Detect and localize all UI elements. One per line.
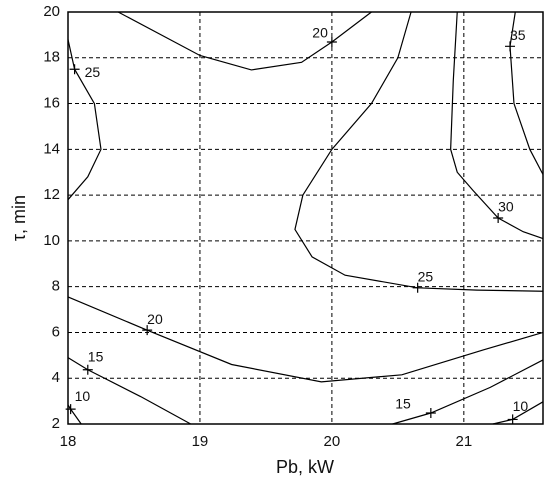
- x-tick-label: 21: [455, 433, 472, 450]
- contour-line: [67, 357, 191, 425]
- y-tick-label: 12: [43, 186, 60, 203]
- y-tick-label: 14: [43, 140, 60, 157]
- contour-level-label: 10: [513, 398, 529, 414]
- label-marker: [69, 64, 80, 75]
- x-axis-label: Pb, kW: [276, 457, 334, 477]
- label-marker: [82, 364, 93, 375]
- y-tick-label: 4: [52, 369, 60, 386]
- contour-line: [67, 296, 544, 383]
- contour-level-label: 30: [498, 199, 514, 215]
- contour-level-label: 15: [395, 396, 411, 412]
- contour-level-label: 25: [85, 64, 101, 80]
- contour-line: [67, 39, 102, 201]
- x-tick-label: 20: [324, 433, 341, 450]
- y-tick-label: 8: [52, 278, 60, 295]
- y-tick-label: 6: [52, 323, 60, 340]
- label-marker: [412, 282, 423, 293]
- y-tick-label: 10: [43, 232, 60, 249]
- contour-line: [509, 11, 544, 175]
- contour-line: [67, 404, 82, 425]
- label-marker: [142, 325, 153, 336]
- label-marker: [425, 408, 436, 419]
- label-marker: [493, 213, 504, 223]
- contour-level-label: 10: [75, 388, 91, 404]
- label-marker: [65, 404, 76, 415]
- y-axis-label: τ, min: [9, 195, 29, 241]
- label-marker: [505, 41, 516, 52]
- contour-line: [294, 11, 544, 292]
- y-tick-label: 20: [43, 3, 60, 20]
- label-marker: [507, 414, 518, 425]
- contour-level-label: 20: [147, 311, 163, 327]
- contour-line: [117, 11, 372, 71]
- contour-line: [392, 359, 544, 425]
- contour-level-label: 35: [510, 27, 526, 43]
- x-tick-label: 19: [192, 433, 209, 450]
- label-marker: [326, 36, 337, 47]
- contour-level-label: 20: [312, 25, 328, 41]
- contour-line: [450, 11, 544, 240]
- plot-frame: [67, 11, 544, 425]
- y-tick-label: 2: [52, 415, 60, 432]
- contour-level-label: 15: [88, 348, 104, 364]
- x-tick-label: 18: [60, 433, 77, 450]
- contour-level-label: 25: [418, 269, 434, 285]
- y-tick-label: 18: [43, 49, 60, 66]
- y-tick-label: 16: [43, 95, 60, 112]
